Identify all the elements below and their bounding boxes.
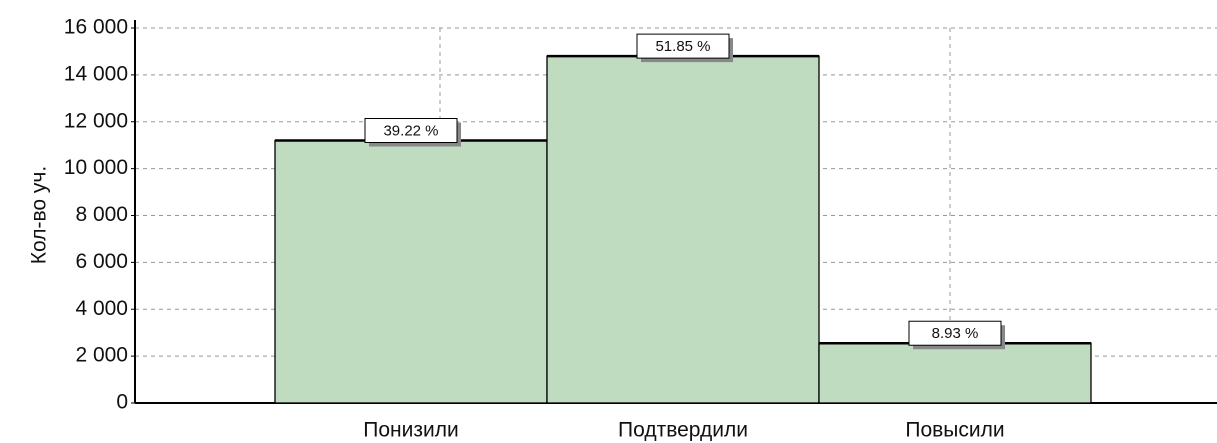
y-tick-label: 12 000	[64, 109, 128, 132]
bar	[546, 55, 820, 404]
bar	[274, 139, 548, 404]
data-label: 51.85 %	[655, 38, 710, 55]
label-box	[636, 33, 730, 59]
y-tick-label: 10 000	[64, 156, 128, 179]
x-tick-label: Подтвердили	[618, 419, 748, 442]
y-tick-label: 16 000	[64, 16, 128, 39]
y-tick-label: 8 000	[75, 203, 128, 226]
x-tick-label: Повысили	[905, 419, 1004, 442]
y-tick-label: 6 000	[75, 250, 128, 273]
y-axis-label: Кол-во уч.	[28, 166, 51, 264]
y-tick-label: 14 000	[64, 62, 128, 85]
bar	[818, 342, 1092, 404]
label-box	[364, 118, 458, 143]
data-label: 39.22 %	[383, 122, 438, 139]
label-box	[908, 320, 1002, 346]
y-tick-label: 0	[116, 391, 128, 414]
x-tick-label: Понизили	[363, 419, 458, 442]
y-tick-label: 2 000	[75, 344, 128, 367]
data-label: 8.93 %	[932, 325, 979, 342]
y-tick-label: 4 000	[75, 297, 128, 320]
